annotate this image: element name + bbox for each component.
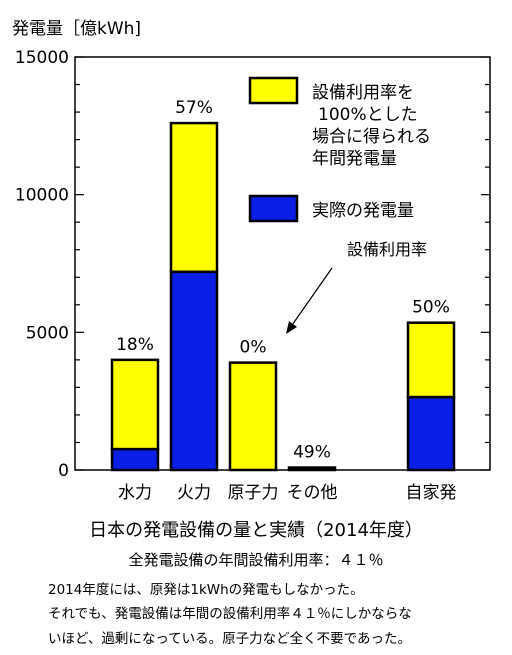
annotation-arrow-head (286, 321, 297, 334)
legend-swatch-capacity (248, 76, 299, 105)
note-line-1: 2014年度には、原発は1kWhの発電もしなかった。 (48, 582, 364, 598)
y-axis-ticks: 0 5000 10000 15000 (15, 48, 490, 481)
bar-capacity-segment (169, 121, 219, 274)
bar-capacity-segment (110, 358, 160, 451)
legend-entry-label: 実際の発電量 (312, 201, 414, 221)
category-label: 原子力 (228, 483, 279, 503)
bar-actual-segment (406, 395, 456, 472)
bar-actual-segment (169, 270, 219, 472)
rate-label: 57% (175, 98, 213, 118)
y-axis-label: 発電量［億kWh] (12, 19, 142, 39)
bar-actual-segment (110, 447, 160, 472)
legend-entry-label: 設備利用率を 100%とした場合に得られる年間発電量 (312, 83, 431, 169)
note-line-3: いほど、過剰になっている。原子力など全く不要であった。 (48, 631, 412, 647)
x-axis-tick-labels: 水力 火力 原子力 その他 自家発 (118, 483, 457, 503)
plot-frame (74, 56, 491, 471)
chart-subtitle: 全発電設備の年間設備利用率：４１％ (128, 551, 384, 569)
bars (110, 121, 456, 472)
rate-label: 18% (116, 335, 154, 355)
legend-entry-line: 設備利用率を (312, 83, 414, 103)
y-tick-label: 10000 (15, 186, 69, 206)
bar-capacity-segment (406, 321, 456, 399)
rate-labels: 18% 57% 0% 49% 50% (116, 98, 450, 462)
legend-entry-line: 実際の発電量 (312, 201, 414, 221)
y-tick-label: 0 (58, 461, 69, 481)
legend-entry-line: 場合に得られる (312, 127, 431, 147)
rate-label: 50% (412, 298, 450, 318)
y-tick-label: 5000 (26, 323, 69, 343)
annotation-label: 設備利用率 (347, 240, 427, 259)
bar-actual-segment (287, 466, 337, 472)
legend-entry-line: 100%とした (318, 105, 418, 125)
legend-entry-line: 年間発電量 (312, 149, 397, 169)
legend-swatch-actual (248, 194, 299, 223)
y-tick-label: 15000 (15, 48, 69, 68)
category-label: その他 (287, 483, 338, 503)
rate-label: 49% (293, 443, 331, 463)
note-line-2: それでも、発電設備は年間の設備利用率４１％にしかならな (48, 606, 412, 622)
rate-label: 0% (240, 338, 267, 358)
bar-capacity-segment (228, 361, 278, 472)
rate-annotation: 設備利用率 (286, 240, 427, 334)
category-label: 自家発 (406, 483, 457, 503)
annotation-arrow-line (289, 267, 333, 329)
category-label: 水力 (118, 483, 152, 503)
stacked-bar-chart: 0 5000 10000 15000 水力 火力 原子力 その他 自家発 18% 57% 0% 49… (15, 48, 491, 503)
category-label: 火力 (177, 483, 211, 503)
chart-title: 日本の発電設備の量と実績（2014年度） (89, 520, 423, 541)
